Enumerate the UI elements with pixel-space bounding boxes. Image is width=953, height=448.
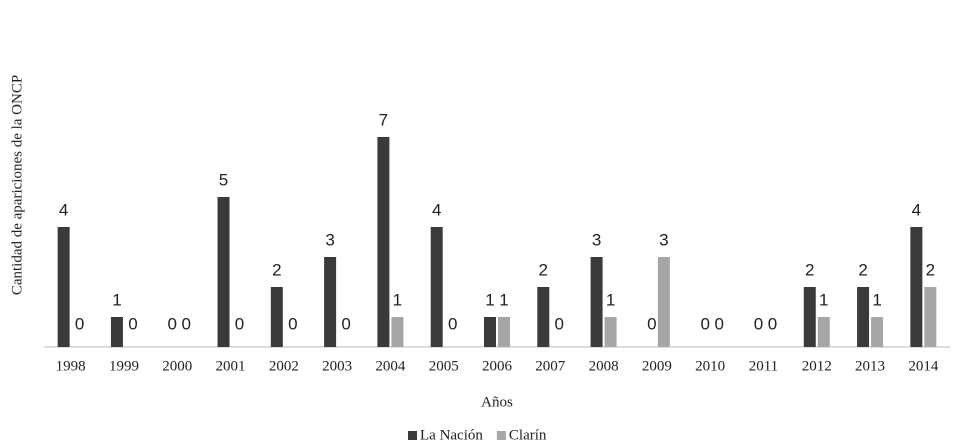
data-label: 3 — [659, 230, 668, 249]
data-label: 0 — [768, 314, 777, 333]
data-label: 4 — [912, 200, 921, 219]
x-tick-label: 1998 — [56, 358, 86, 374]
bar — [324, 257, 337, 347]
x-tick-label: 2004 — [375, 358, 406, 374]
data-label: 1 — [393, 290, 402, 309]
legend-swatch — [496, 431, 506, 440]
bar — [270, 287, 283, 347]
data-label: 1 — [819, 290, 828, 309]
x-tick-label: 2002 — [269, 358, 299, 374]
data-label: 4 — [59, 200, 68, 219]
x-tick-label: 2010 — [695, 358, 725, 374]
data-label: 2 — [539, 260, 548, 279]
bar — [57, 227, 70, 347]
data-label: 3 — [325, 230, 334, 249]
x-tick-label: 1999 — [109, 358, 139, 374]
bar — [217, 197, 230, 347]
x-tick-label: 2005 — [429, 358, 459, 374]
bar — [803, 287, 816, 347]
bar — [377, 137, 390, 347]
bar — [871, 317, 884, 347]
bar — [910, 227, 923, 347]
data-label: 0 — [75, 314, 84, 333]
bar — [590, 257, 603, 347]
bar — [537, 287, 550, 347]
bar — [857, 287, 870, 347]
legend-label: La Nación — [420, 427, 483, 443]
legend-swatch — [408, 431, 417, 440]
data-label: 2 — [805, 260, 814, 279]
data-label: 1 — [606, 290, 615, 309]
x-tick-label: 2014 — [908, 358, 939, 374]
data-label: 0 — [128, 314, 137, 333]
data-label: 1 — [499, 290, 508, 309]
data-label: 0 — [714, 314, 723, 333]
data-label: 2 — [926, 260, 935, 279]
bar — [498, 317, 510, 347]
data-label: 0 — [341, 314, 350, 333]
bar — [430, 227, 443, 347]
y-axis-title: Cantidad de apariciones de la ONCP — [9, 75, 25, 295]
data-label: 0 — [235, 314, 244, 333]
data-label: 0 — [754, 314, 763, 333]
x-tick-label: 2001 — [216, 358, 246, 374]
data-label: 0 — [288, 314, 297, 333]
legend-label: Clarín — [509, 427, 547, 443]
bar — [604, 317, 617, 347]
data-label: 7 — [379, 110, 388, 129]
x-tick-label: 2007 — [535, 358, 566, 374]
x-tick-label: 2003 — [322, 358, 352, 374]
x-tick-label: 2000 — [162, 358, 192, 374]
data-label: 1 — [872, 290, 881, 309]
data-label: 4 — [432, 200, 441, 219]
x-tick-label: 2012 — [802, 358, 832, 374]
x-tick-label: 2008 — [589, 358, 619, 374]
data-label: 5 — [219, 170, 228, 189]
bar — [657, 257, 670, 347]
data-label: 2 — [272, 260, 281, 279]
data-label: 2 — [858, 260, 867, 279]
bar — [110, 317, 123, 347]
data-label: 0 — [647, 314, 656, 333]
bar — [924, 287, 937, 347]
data-label: 0 — [555, 314, 564, 333]
x-tick-label: 2011 — [749, 358, 778, 374]
data-label: 0 — [168, 314, 177, 333]
data-label: 1 — [112, 290, 121, 309]
bar — [391, 317, 404, 347]
x-tick-label: 2013 — [855, 358, 885, 374]
data-label: 1 — [485, 290, 494, 309]
data-label: 0 — [700, 314, 709, 333]
bar — [817, 317, 830, 347]
bar — [484, 317, 496, 347]
data-label: 0 — [182, 314, 191, 333]
data-label: 0 — [448, 314, 457, 333]
x-tick-label: 2006 — [482, 358, 513, 374]
x-tick-label: 2009 — [642, 358, 672, 374]
x-axis-title: Años — [481, 394, 513, 410]
data-label: 3 — [592, 230, 601, 249]
